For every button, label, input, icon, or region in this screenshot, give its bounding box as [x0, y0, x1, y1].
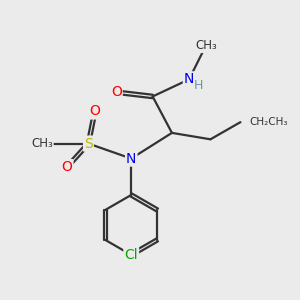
Text: CH₂CH₃: CH₂CH₃: [250, 117, 288, 127]
Text: O: O: [61, 160, 72, 174]
Text: N: N: [184, 72, 194, 86]
Text: Cl: Cl: [124, 248, 138, 262]
Text: S: S: [84, 136, 93, 151]
Text: H: H: [194, 79, 203, 92]
Text: O: O: [89, 104, 100, 118]
Text: O: O: [111, 85, 122, 99]
Text: CH₃: CH₃: [31, 137, 53, 150]
Text: CH₃: CH₃: [195, 40, 217, 52]
Text: N: N: [126, 152, 136, 166]
